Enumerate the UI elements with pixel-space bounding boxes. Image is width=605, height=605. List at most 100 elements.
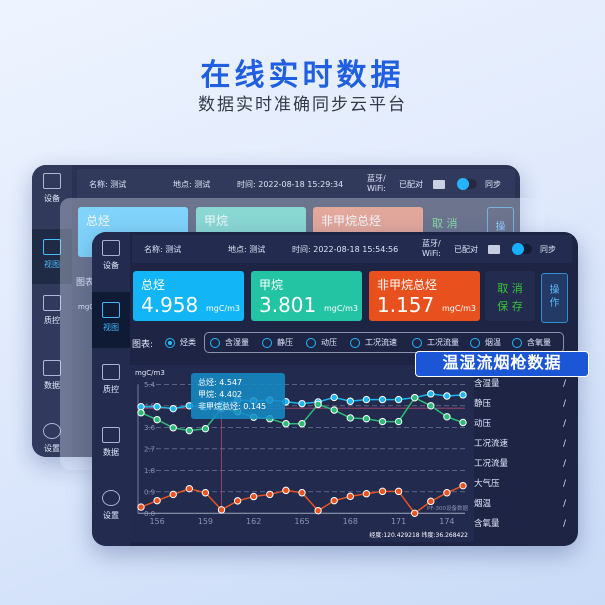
data-point-methane: [298, 420, 306, 428]
data-point-methane: [427, 402, 435, 410]
sync-label: 同步: [540, 244, 556, 254]
data-point-total: [330, 393, 338, 402]
card-title: 非甲烷总烃: [321, 214, 382, 228]
data-point-methane: [137, 409, 145, 417]
param-name: 静压: [474, 399, 492, 409]
option-moisture[interactable]: 含湿量: [210, 337, 249, 348]
x-tick-label: 174: [439, 517, 454, 526]
sidebar-item-device[interactable]: 设备: [92, 240, 130, 271]
sidebar-item-data[interactable]: 数据: [92, 427, 130, 458]
param-row: 静压 /: [474, 399, 570, 410]
gear-icon: [43, 423, 61, 439]
save-button[interactable]: 保 存: [497, 300, 523, 313]
label: 设置: [44, 444, 60, 453]
option-flue-temp[interactable]: 烟温: [470, 337, 501, 348]
card-value: 1.157: [377, 293, 435, 317]
data-point-methane: [443, 413, 451, 421]
data-point-nmhc: [185, 484, 193, 493]
data-point-methane: [459, 418, 467, 427]
data-point-methane: [378, 417, 387, 426]
param-name: 工况流量: [474, 459, 509, 469]
sync-toggle[interactable]: [457, 178, 477, 190]
bt-label: 蓝牙/ WiFi:: [422, 239, 441, 258]
window-icon: [43, 239, 61, 255]
data-point-nmhc: [394, 487, 403, 496]
tooltip-total: 总烃: 4.547: [198, 378, 243, 387]
x-tick-label: 162: [246, 517, 261, 526]
data-point-nmhc: [411, 509, 419, 518]
data-point-nmhc: [346, 492, 355, 501]
cancel-button[interactable]: 取 消: [497, 282, 523, 295]
param-value: /: [563, 379, 566, 389]
data-point-nmhc: [250, 492, 258, 501]
sidebar-item-qc[interactable]: 质控: [92, 364, 130, 395]
param-value: /: [563, 499, 566, 509]
y-tick-label: 2.7: [144, 445, 155, 453]
option-flow-velocity[interactable]: 工况流速: [350, 337, 397, 348]
option-flow-rate[interactable]: 工况流量: [412, 337, 459, 348]
sidebar-item-view[interactable]: 视图: [92, 292, 130, 348]
param-row: 烟温 /: [474, 499, 570, 510]
card-value: 4.958: [141, 293, 199, 317]
printer-icon[interactable]: [488, 244, 500, 254]
param-row: 动压 /: [474, 419, 570, 430]
sync-toggle[interactable]: [512, 243, 532, 255]
x-tick-label: 165: [294, 517, 309, 526]
param-value: /: [563, 459, 566, 469]
data-point-nmhc: [378, 487, 387, 496]
data-point-nmhc: [169, 490, 177, 499]
chart-background: [130, 365, 474, 542]
paired-status: 已配对: [399, 179, 423, 189]
back-sidebar-item-data[interactable]: 数据: [32, 360, 72, 391]
label: 视图: [103, 323, 119, 332]
label: 视图: [44, 260, 60, 269]
back-sidebar-item-view[interactable]: 视图: [32, 229, 72, 284]
back-sidebar-item-device[interactable]: 设备: [32, 173, 72, 204]
back-sidebar-item-qc[interactable]: 质控: [32, 295, 72, 326]
sidebar-item-settings[interactable]: 设置: [92, 490, 130, 521]
param-value: /: [563, 399, 566, 409]
y-tick-label: 5.4: [144, 381, 156, 389]
y-tick-label: 0.9: [144, 488, 155, 496]
y-tick-label: 3.6: [144, 424, 156, 432]
param-name: 动压: [474, 419, 492, 429]
label: 设置: [103, 511, 119, 520]
card-title: 非甲烷总烃: [377, 278, 438, 292]
data-point-nmhc: [314, 506, 322, 515]
data-point-nmhc: [201, 489, 210, 497]
chart-selector: 图表: 烃类 含湿量 静压 动压 工况流速 工况流量 烟温 含氧量: [132, 332, 572, 354]
param-name: 含氧量: [474, 519, 500, 529]
bar-chart-icon: [43, 360, 61, 376]
option-static-pressure[interactable]: 静压: [262, 337, 293, 348]
option-label: 工况流量: [427, 338, 459, 347]
operate-button[interactable]: 操 作: [541, 273, 568, 323]
printer-icon[interactable]: [433, 179, 445, 189]
option-dynamic-pressure[interactable]: 动压: [306, 337, 337, 348]
bar-chart-icon: [102, 427, 120, 443]
data-point-methane: [201, 425, 210, 433]
x-tick-label: 168: [343, 517, 358, 526]
option-hydrocarbon[interactable]: 烃类: [165, 337, 196, 348]
param-row: 大气压 /: [474, 479, 570, 490]
hero-title: 在线实时数据: [200, 58, 405, 93]
chart-tooltip: 总烃: 4.547 甲烷: 4.402 非甲烷总烃: 0.145: [191, 373, 285, 419]
back-sidebar-item-settings[interactable]: 设置: [32, 423, 72, 454]
list-window-icon: [102, 364, 120, 380]
y-axis-unit: mgC/m3: [135, 369, 165, 377]
back-header: 名称: 测试 地点: 测试 时间: 2022-08-18 15:29:34 蓝牙…: [77, 169, 515, 199]
card-title: 总烃: [141, 278, 166, 292]
card-unit: mgC/m3: [323, 304, 358, 313]
timestamp: 时间: 2022-08-18 15:29:34: [237, 179, 344, 189]
chart-options-box: [204, 332, 564, 353]
back-sidebar: 设备 视图 质控 数据 设置: [32, 165, 72, 457]
card-nmhc: 非甲烷总烃 1.157 mgC/m3: [369, 271, 480, 321]
option-label: 含氧量: [527, 338, 551, 347]
data-point-methane: [330, 406, 338, 414]
back-cancel-button[interactable]: 取 消: [432, 217, 458, 230]
data-point-methane: [346, 414, 355, 422]
option-oxygen[interactable]: 含氧量: [512, 337, 551, 348]
data-point-methane: [394, 417, 403, 426]
param-value: /: [563, 519, 566, 529]
data-point-total: [153, 403, 161, 411]
